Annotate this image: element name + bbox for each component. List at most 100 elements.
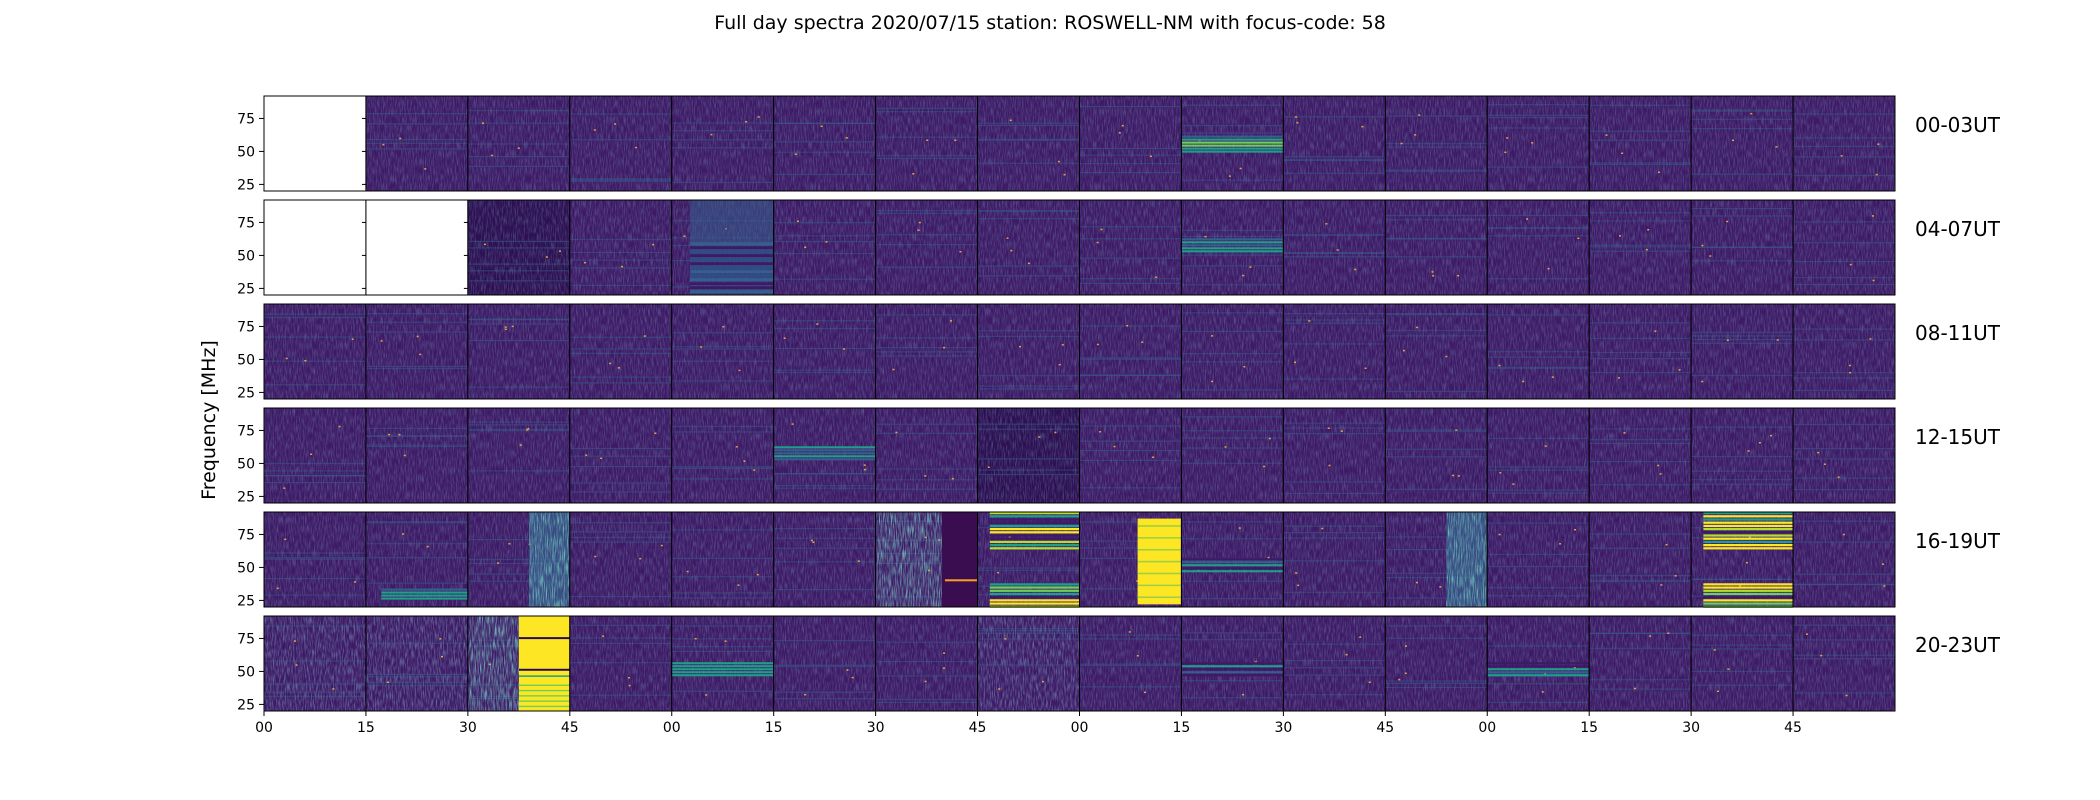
panel-frame — [1792, 95, 1896, 192]
spectrum-panel — [1180, 199, 1284, 296]
y-tick-label: 75 — [237, 111, 255, 127]
spectrum-panel — [977, 199, 1080, 296]
y-tick-label: 75 — [237, 423, 255, 439]
spectrum-panel — [1384, 407, 1488, 504]
spectrum-panel — [875, 407, 979, 504]
spectrum-panel — [875, 303, 979, 400]
spectrum-panel — [875, 511, 979, 608]
spectrum-panel — [977, 303, 1080, 400]
spectrum-panel — [1486, 95, 1590, 192]
spectrum-panel — [1384, 303, 1488, 400]
spectrum-panel — [1690, 511, 1794, 608]
y-tick-label: 25 — [237, 177, 255, 193]
row-label: 12-15UT — [1915, 425, 2001, 449]
spectrum-panel — [671, 407, 775, 504]
panel-frame — [1792, 407, 1896, 504]
spectrum-panel — [1384, 615, 1488, 712]
spectra-row-3 — [263, 407, 1896, 504]
spectrum-panel — [1180, 615, 1284, 712]
spectra-row-2 — [263, 303, 1896, 400]
x-tick-label: 30 — [459, 720, 477, 736]
spectra-row-5 — [263, 615, 1896, 712]
y-tick-label: 25 — [237, 593, 255, 609]
spectrum-panel — [1282, 511, 1386, 608]
spectrum-panel — [569, 615, 673, 712]
x-tick-label: 30 — [1274, 720, 1292, 736]
spectrum-panel — [263, 303, 367, 400]
spectrum-panel — [467, 511, 571, 608]
spectrum-panel — [1282, 199, 1386, 296]
x-tick-label: 45 — [969, 720, 987, 736]
spectrum-panel — [773, 511, 877, 608]
spectrum-panel — [977, 407, 1080, 504]
y-tick-label: 50 — [237, 456, 255, 472]
spectrum-panel — [1486, 199, 1590, 296]
spectrum-panel — [875, 199, 979, 296]
spectra-row-0 — [263, 95, 1896, 192]
x-tick-label: 45 — [1784, 720, 1802, 736]
spectrum-panel — [671, 303, 775, 400]
spectrum-panel — [1792, 615, 1896, 712]
chart-title: Full day spectra 2020/07/15 station: ROS… — [714, 12, 1386, 34]
spectrum-panel — [1690, 303, 1794, 400]
spectrum-panel — [1180, 303, 1284, 400]
y-tick-label: 75 — [237, 631, 255, 647]
spectra-row-4 — [263, 511, 1896, 608]
row-label: 04-07UT — [1915, 217, 2001, 241]
spectrum-panel — [263, 615, 367, 712]
y-tick-label: 75 — [237, 215, 255, 231]
panel-frame — [1792, 511, 1896, 608]
spectrum-panel — [1792, 95, 1896, 192]
y-tick-label: 50 — [237, 248, 255, 264]
spectrum-panel — [1282, 615, 1386, 712]
spectrum-panel — [671, 511, 775, 608]
spectrum-panel — [569, 303, 673, 400]
spectrum-panel — [671, 95, 775, 192]
y-tick-label: 25 — [237, 489, 255, 505]
spectrum-panel — [365, 303, 469, 400]
spectrum-panel — [1384, 511, 1488, 608]
y-tick-label: 25 — [237, 385, 255, 401]
x-tick-label: 00 — [255, 720, 273, 736]
spectrum-panel — [467, 95, 571, 192]
spectrum-panel — [1588, 303, 1692, 400]
spectrum-panel — [773, 615, 877, 712]
row-label: 16-19UT — [1915, 529, 2001, 553]
spectrum-panel — [1486, 303, 1590, 400]
x-tick-label: 15 — [1173, 720, 1191, 736]
spectrum-panel — [569, 407, 673, 504]
spectrum-panel — [1384, 95, 1488, 192]
y-tick-label: 25 — [237, 281, 255, 297]
x-tick-label: 15 — [357, 720, 375, 736]
spectrum-panel — [773, 303, 877, 400]
spectrum-panel — [467, 303, 571, 400]
panel-frame — [1792, 303, 1896, 400]
y-tick-label: 75 — [237, 319, 255, 335]
spectrum-panel — [1792, 511, 1896, 608]
row-label: 00-03UT — [1915, 113, 2001, 137]
spectrum-panel — [1588, 615, 1692, 712]
spectrum-panel — [1079, 511, 1182, 608]
y-tick-label: 25 — [237, 697, 255, 713]
y-tick-label: 50 — [237, 560, 255, 576]
spectrum-panel — [1079, 303, 1182, 400]
spectrum-panel — [875, 615, 979, 712]
row-label: 20-23UT — [1915, 633, 2001, 657]
spectrum-panel — [1282, 303, 1386, 400]
x-tick-label: 45 — [561, 720, 579, 736]
spectrum-panel — [1486, 407, 1590, 504]
spectrum-panel — [1690, 407, 1794, 504]
spectrum-panel — [569, 199, 673, 296]
spectrum-panel — [1690, 95, 1794, 192]
spectrum-panel — [1792, 407, 1896, 504]
panel-frame — [1792, 199, 1896, 296]
spectrum-panel — [467, 199, 571, 296]
spectrum-panel — [569, 511, 673, 608]
spectrum-panel — [365, 95, 469, 192]
spectrum-panel — [773, 95, 877, 192]
spectrum-panel — [263, 199, 367, 296]
x-tick-label: 45 — [1376, 720, 1394, 736]
x-tick-label: 30 — [1682, 720, 1700, 736]
x-tick-label: 00 — [1478, 720, 1496, 736]
spectrum-panel — [263, 511, 367, 608]
